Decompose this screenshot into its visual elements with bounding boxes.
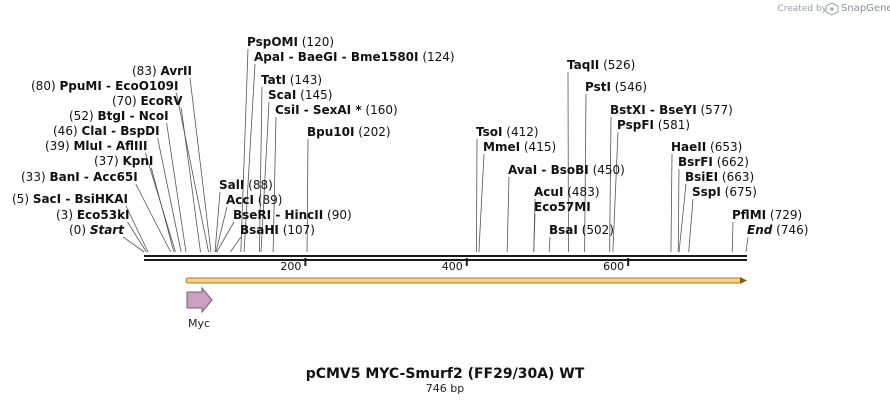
site-line-apai	[243, 63, 256, 253]
site-label-acui[interactable]: AcuI (483)	[534, 185, 600, 199]
site-label-pflmi[interactable]: PflMI (729)	[732, 208, 802, 222]
site-label-avrii[interactable]: (83) AvrII	[132, 64, 192, 78]
ruler-tick-label: 400	[442, 260, 463, 273]
site-line-csii	[272, 116, 277, 253]
site-label-pspfi[interactable]: PspFI (581)	[617, 118, 690, 132]
site-line-pspomi	[240, 48, 249, 253]
orf-bar	[185, 277, 743, 284]
site-label-apai[interactable]: ApaI - BaeGI - Bme1580I (124)	[254, 50, 455, 64]
site-line-acci	[215, 206, 228, 253]
site-label-bsahi[interactable]: BsaHI (107)	[240, 223, 315, 237]
credit-brand: SnapGene	[841, 3, 890, 14]
site-label-tati[interactable]: TatI (143)	[261, 73, 322, 87]
site-line-pflmi	[731, 221, 734, 253]
features: Myc	[186, 286, 213, 330]
site-line-eco53ki	[127, 221, 147, 253]
title-block: pCMV5 MYC-Smurf2 (FF29/30A) WT 746 bp	[306, 366, 585, 395]
ruler-tick-label: 200	[280, 260, 301, 273]
site-label-saci[interactable]: (5) SacI - BsiHKAI	[12, 192, 128, 206]
site-label-bseri[interactable]: BseRI - HincII (90)	[233, 208, 352, 222]
site-label-end[interactable]: End (746)	[747, 223, 808, 237]
site-label-sspi[interactable]: SspI (675)	[692, 185, 757, 199]
site-label-acci[interactable]: AccI (89)	[226, 193, 282, 207]
credit: Created by SnapGene	[777, 2, 890, 16]
site-line-avrii	[189, 77, 212, 253]
site-label-eco57mi[interactable]: Eco57MI	[534, 200, 591, 214]
site-line-ppumi	[176, 92, 209, 253]
site-label-ppumi[interactable]: (80) PpuMI - EcoO109I	[31, 79, 178, 93]
site-lines	[122, 48, 749, 253]
site-line-saci	[125, 205, 149, 253]
site-line-btgi	[166, 122, 187, 253]
site-label-pspomi[interactable]: PspOMI (120)	[247, 35, 334, 49]
site-label-bsrfi[interactable]: BsrFI (662)	[678, 155, 749, 169]
site-line-tsoi	[476, 138, 478, 253]
site-line-bseri	[216, 221, 235, 253]
orf-arrow	[185, 277, 747, 284]
site-line-end	[745, 236, 749, 253]
site-line-avai	[506, 176, 510, 253]
site-label-clai[interactable]: (46) ClaI - BspDI	[53, 124, 160, 138]
site-line-bani	[135, 183, 171, 253]
site-line-sspi	[688, 198, 694, 253]
site-label-scai[interactable]: ScaI (145)	[268, 88, 332, 102]
site-line-bsrfi	[677, 168, 680, 253]
sequence-backbone	[144, 255, 747, 261]
site-line-psti	[584, 93, 587, 253]
site-label-psti[interactable]: PstI (546)	[585, 80, 647, 94]
orf-arrowhead	[740, 277, 747, 284]
site-line-bpu10i	[306, 138, 309, 253]
site-line-eco57mi	[533, 213, 536, 253]
site-line-bstxi	[609, 116, 612, 253]
site-label-ecorv[interactable]: (70) EcoRV	[112, 94, 183, 108]
site-line-clai	[157, 137, 182, 253]
site-line-haeii	[670, 153, 673, 253]
site-label-bpu10i[interactable]: Bpu10I (202)	[307, 125, 391, 139]
ruler: 200 400 600	[280, 258, 630, 273]
site-line-bsiei	[678, 183, 687, 253]
site-label-kpni[interactable]: (37) KpnI	[94, 154, 153, 168]
site-label-mlui[interactable]: (39) MluI - AflIII	[45, 139, 147, 153]
site-label-eco53ki[interactable]: (3) Eco53kI	[56, 208, 130, 222]
site-line-sali	[214, 191, 221, 253]
ruler-tick-400: 400	[442, 258, 468, 273]
site-line-tati	[258, 86, 263, 253]
feature-myc-label: Myc	[188, 317, 210, 330]
site-line-bsahi	[230, 236, 242, 253]
site-line-mmei	[478, 153, 485, 253]
site-label-sali[interactable]: SalI (88)	[219, 178, 273, 192]
plasmid-title: pCMV5 MYC-Smurf2 (FF29/30A) WT	[306, 366, 585, 382]
site-label-bstxi[interactable]: BstXI - BseYI (577)	[610, 103, 733, 117]
site-label-btgi[interactable]: (52) BtgI - NcoI	[69, 109, 169, 123]
site-label-start[interactable]: (0) Start	[69, 223, 125, 237]
site-line-bsai	[548, 236, 551, 253]
site-label-bani[interactable]: (33) BanI - Acc65I	[21, 170, 138, 184]
site-label-mmei[interactable]: MmeI (415)	[483, 140, 556, 154]
site-line-mlui	[145, 152, 176, 253]
site-label-haeii[interactable]: HaeII (653)	[671, 140, 742, 154]
site-label-tsoi[interactable]: TsoI (412)	[476, 125, 539, 139]
site-label-bsai[interactable]: BsaI (502)	[549, 223, 614, 237]
credit-text: Created by	[777, 4, 827, 14]
ruler-tick-600: 600	[603, 258, 630, 273]
plasmid-length: 746 bp	[426, 382, 464, 395]
site-label-avai[interactable]: AvaI - BsoBI (450)	[508, 163, 625, 177]
site-line-scai	[260, 101, 270, 253]
snapgene-logo-icon	[825, 2, 839, 16]
site-line-start	[122, 236, 145, 253]
feature-myc	[186, 286, 213, 314]
site-line-pspfi	[612, 131, 619, 253]
site-label-taqii[interactable]: TaqII (526)	[567, 58, 635, 72]
site-label-csii[interactable]: CsiI - SexAI * (160)	[275, 103, 398, 117]
ruler-tick-200: 200	[280, 258, 307, 273]
site-label-bsiei[interactable]: BsiEI (663)	[685, 170, 754, 184]
ruler-tick-label: 600	[603, 260, 624, 273]
site-labels: (0) Start(3) Eco53kI (5) SacI - BsiHKAI (3…	[12, 35, 808, 237]
